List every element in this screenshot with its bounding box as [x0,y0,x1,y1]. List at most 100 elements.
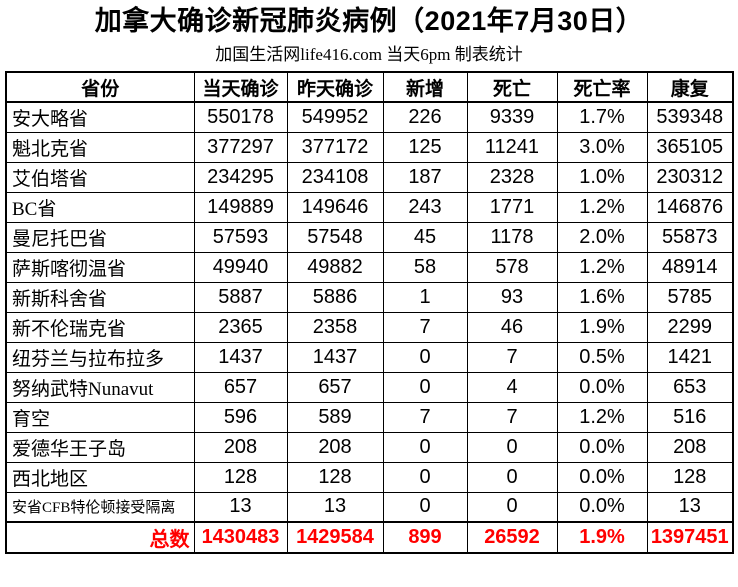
yesterday-cell: 208 [286,431,384,463]
new-cell: 243 [382,191,468,223]
recovered-cell: 1421 [646,341,734,373]
deaths-cell: 1178 [466,221,558,253]
today-cell: 5887 [193,281,288,313]
table-row: 艾伯塔省 234295 234108 187 2328 1.0% 230312 [5,161,734,193]
death-rate-cell: 1.0% [556,161,648,193]
province-cell: 萨斯喀彻温省 [5,251,195,283]
today-cell: 1437 [193,341,288,373]
column-header-today-confirmed: 当天确诊 [193,71,288,103]
today-cell: 596 [193,401,288,433]
recovered-cell: 48914 [646,251,734,283]
new-cell: 1 [382,281,468,313]
death-rate-cell: 0.0% [556,491,648,523]
province-cell: 育空 [5,401,195,433]
today-cell: 377297 [193,131,288,163]
yesterday-cell: 128 [286,461,384,493]
death-rate-cell: 1.9% [556,311,648,343]
column-header-death-rate: 死亡率 [556,71,648,103]
death-rate-cell: 1.7% [556,101,648,133]
new-cell: 58 [382,251,468,283]
today-cell: 208 [193,431,288,463]
province-cell: 安大略省 [5,101,195,133]
province-cell: 魁北克省 [5,131,195,163]
today-cell: 13 [193,491,288,523]
table-row: 努纳武特Nunavut 657 657 0 4 0.0% 653 [5,371,734,403]
today-cell: 57593 [193,221,288,253]
death-rate-cell: 3.0% [556,131,648,163]
column-header-recovered: 康复 [646,71,734,103]
table-row: 安大略省 550178 549952 226 9339 1.7% 539348 [5,101,734,133]
column-header-province: 省份 [5,71,195,103]
new-cell: 7 [382,311,468,343]
death-rate-cell: 0.0% [556,371,648,403]
table-row: 曼尼托巴省 57593 57548 45 1178 2.0% 55873 [5,221,734,253]
new-cell: 0 [382,461,468,493]
yesterday-cell: 657 [286,371,384,403]
total-deaths-cell: 26592 [466,521,558,554]
yesterday-cell: 149646 [286,191,384,223]
column-header-new-cases: 新增 [382,71,468,103]
recovered-cell: 13 [646,491,734,523]
deaths-cell: 578 [466,251,558,283]
province-cell: 安省CFB特伦顿接受隔离 [5,491,195,523]
death-rate-cell: 1.6% [556,281,648,313]
deaths-cell: 11241 [466,131,558,163]
deaths-cell: 93 [466,281,558,313]
recovered-cell: 146876 [646,191,734,223]
yesterday-cell: 549952 [286,101,384,133]
deaths-cell: 0 [466,491,558,523]
total-row: 总数 1430483 1429584 899 26592 1.9% 139745… [5,521,734,554]
new-cell: 0 [382,431,468,463]
death-rate-cell: 1.2% [556,401,648,433]
province-cell: 新不伦瑞克省 [5,311,195,343]
table-row: 新不伦瑞克省 2365 2358 7 46 1.9% 2299 [5,311,734,343]
deaths-cell: 7 [466,341,558,373]
province-cell: 新斯科舍省 [5,281,195,313]
recovered-cell: 539348 [646,101,734,133]
yesterday-cell: 57548 [286,221,384,253]
recovered-cell: 365105 [646,131,734,163]
yesterday-cell: 13 [286,491,384,523]
total-death-rate-cell: 1.9% [556,521,648,554]
new-cell: 7 [382,401,468,433]
yesterday-cell: 377172 [286,131,384,163]
today-cell: 2365 [193,311,288,343]
table-row: 爱德华王子岛 208 208 0 0 0.0% 208 [5,431,734,463]
deaths-cell: 7 [466,401,558,433]
today-cell: 550178 [193,101,288,133]
death-rate-cell: 0.5% [556,341,648,373]
total-today-cell: 1430483 [193,521,288,554]
recovered-cell: 128 [646,461,734,493]
new-cell: 187 [382,161,468,193]
death-rate-cell: 1.2% [556,251,648,283]
recovered-cell: 5785 [646,281,734,313]
recovered-cell: 516 [646,401,734,433]
today-cell: 657 [193,371,288,403]
province-cell: BC省 [5,191,195,223]
new-cell: 0 [382,341,468,373]
yesterday-cell: 234108 [286,161,384,193]
header-row: 省份 当天确诊 昨天确诊 新增 死亡 死亡率 康复 [5,71,734,103]
total-yesterday-cell: 1429584 [286,521,384,554]
death-rate-cell: 0.0% [556,461,648,493]
yesterday-cell: 589 [286,401,384,433]
province-cell: 爱德华王子岛 [5,431,195,463]
death-rate-cell: 1.2% [556,191,648,223]
today-cell: 149889 [193,191,288,223]
total-label: 总数 [5,521,195,554]
table-row: 纽芬兰与拉布拉多 1437 1437 0 7 0.5% 1421 [5,341,734,373]
table-row: BC省 149889 149646 243 1771 1.2% 146876 [5,191,734,223]
province-cell: 纽芬兰与拉布拉多 [5,341,195,373]
page-title: 加拿大确诊新冠肺炎病例（2021年7月30日） [94,6,644,36]
recovered-cell: 230312 [646,161,734,193]
table-row: 西北地区 128 128 0 0 0.0% 128 [5,461,734,493]
new-cell: 0 [382,371,468,403]
province-cell: 曼尼托巴省 [5,221,195,253]
yesterday-cell: 49882 [286,251,384,283]
death-rate-cell: 2.0% [556,221,648,253]
new-cell: 226 [382,101,468,133]
total-new-cell: 899 [382,521,468,554]
page-subtitle: 加国生活网life416.com 当天6pm 制表统计 [215,45,523,64]
page: 加拿大确诊新冠肺炎病例（2021年7月30日） 加国生活网life416.com… [0,5,738,554]
yesterday-cell: 2358 [286,311,384,343]
